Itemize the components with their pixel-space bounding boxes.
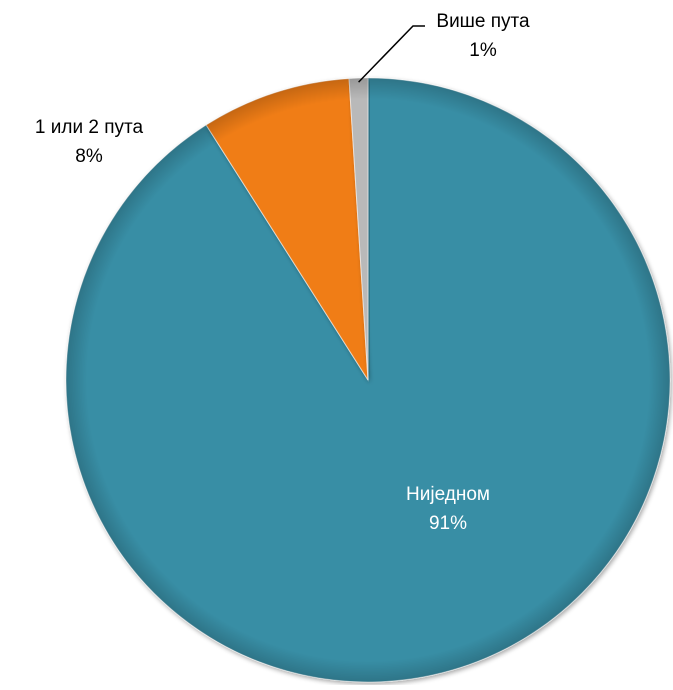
slice-label-slice-1: Ниједном bbox=[406, 484, 490, 505]
slice-value-slice-1: 91% bbox=[429, 513, 467, 534]
slice-value-1-2: 8% bbox=[75, 146, 103, 167]
slice-label-slice-3: Више пута bbox=[436, 11, 530, 32]
pie-slices bbox=[65, 77, 671, 683]
slice-label-1-2: 1 или 2 пута bbox=[35, 117, 144, 138]
pie-labels: Ниједном 91% 1 или 2 пута 8% Више пута 1% bbox=[35, 11, 530, 534]
leader-line-slice-3 bbox=[358, 25, 425, 83]
slice-value-slice-3: 1% bbox=[469, 40, 497, 61]
